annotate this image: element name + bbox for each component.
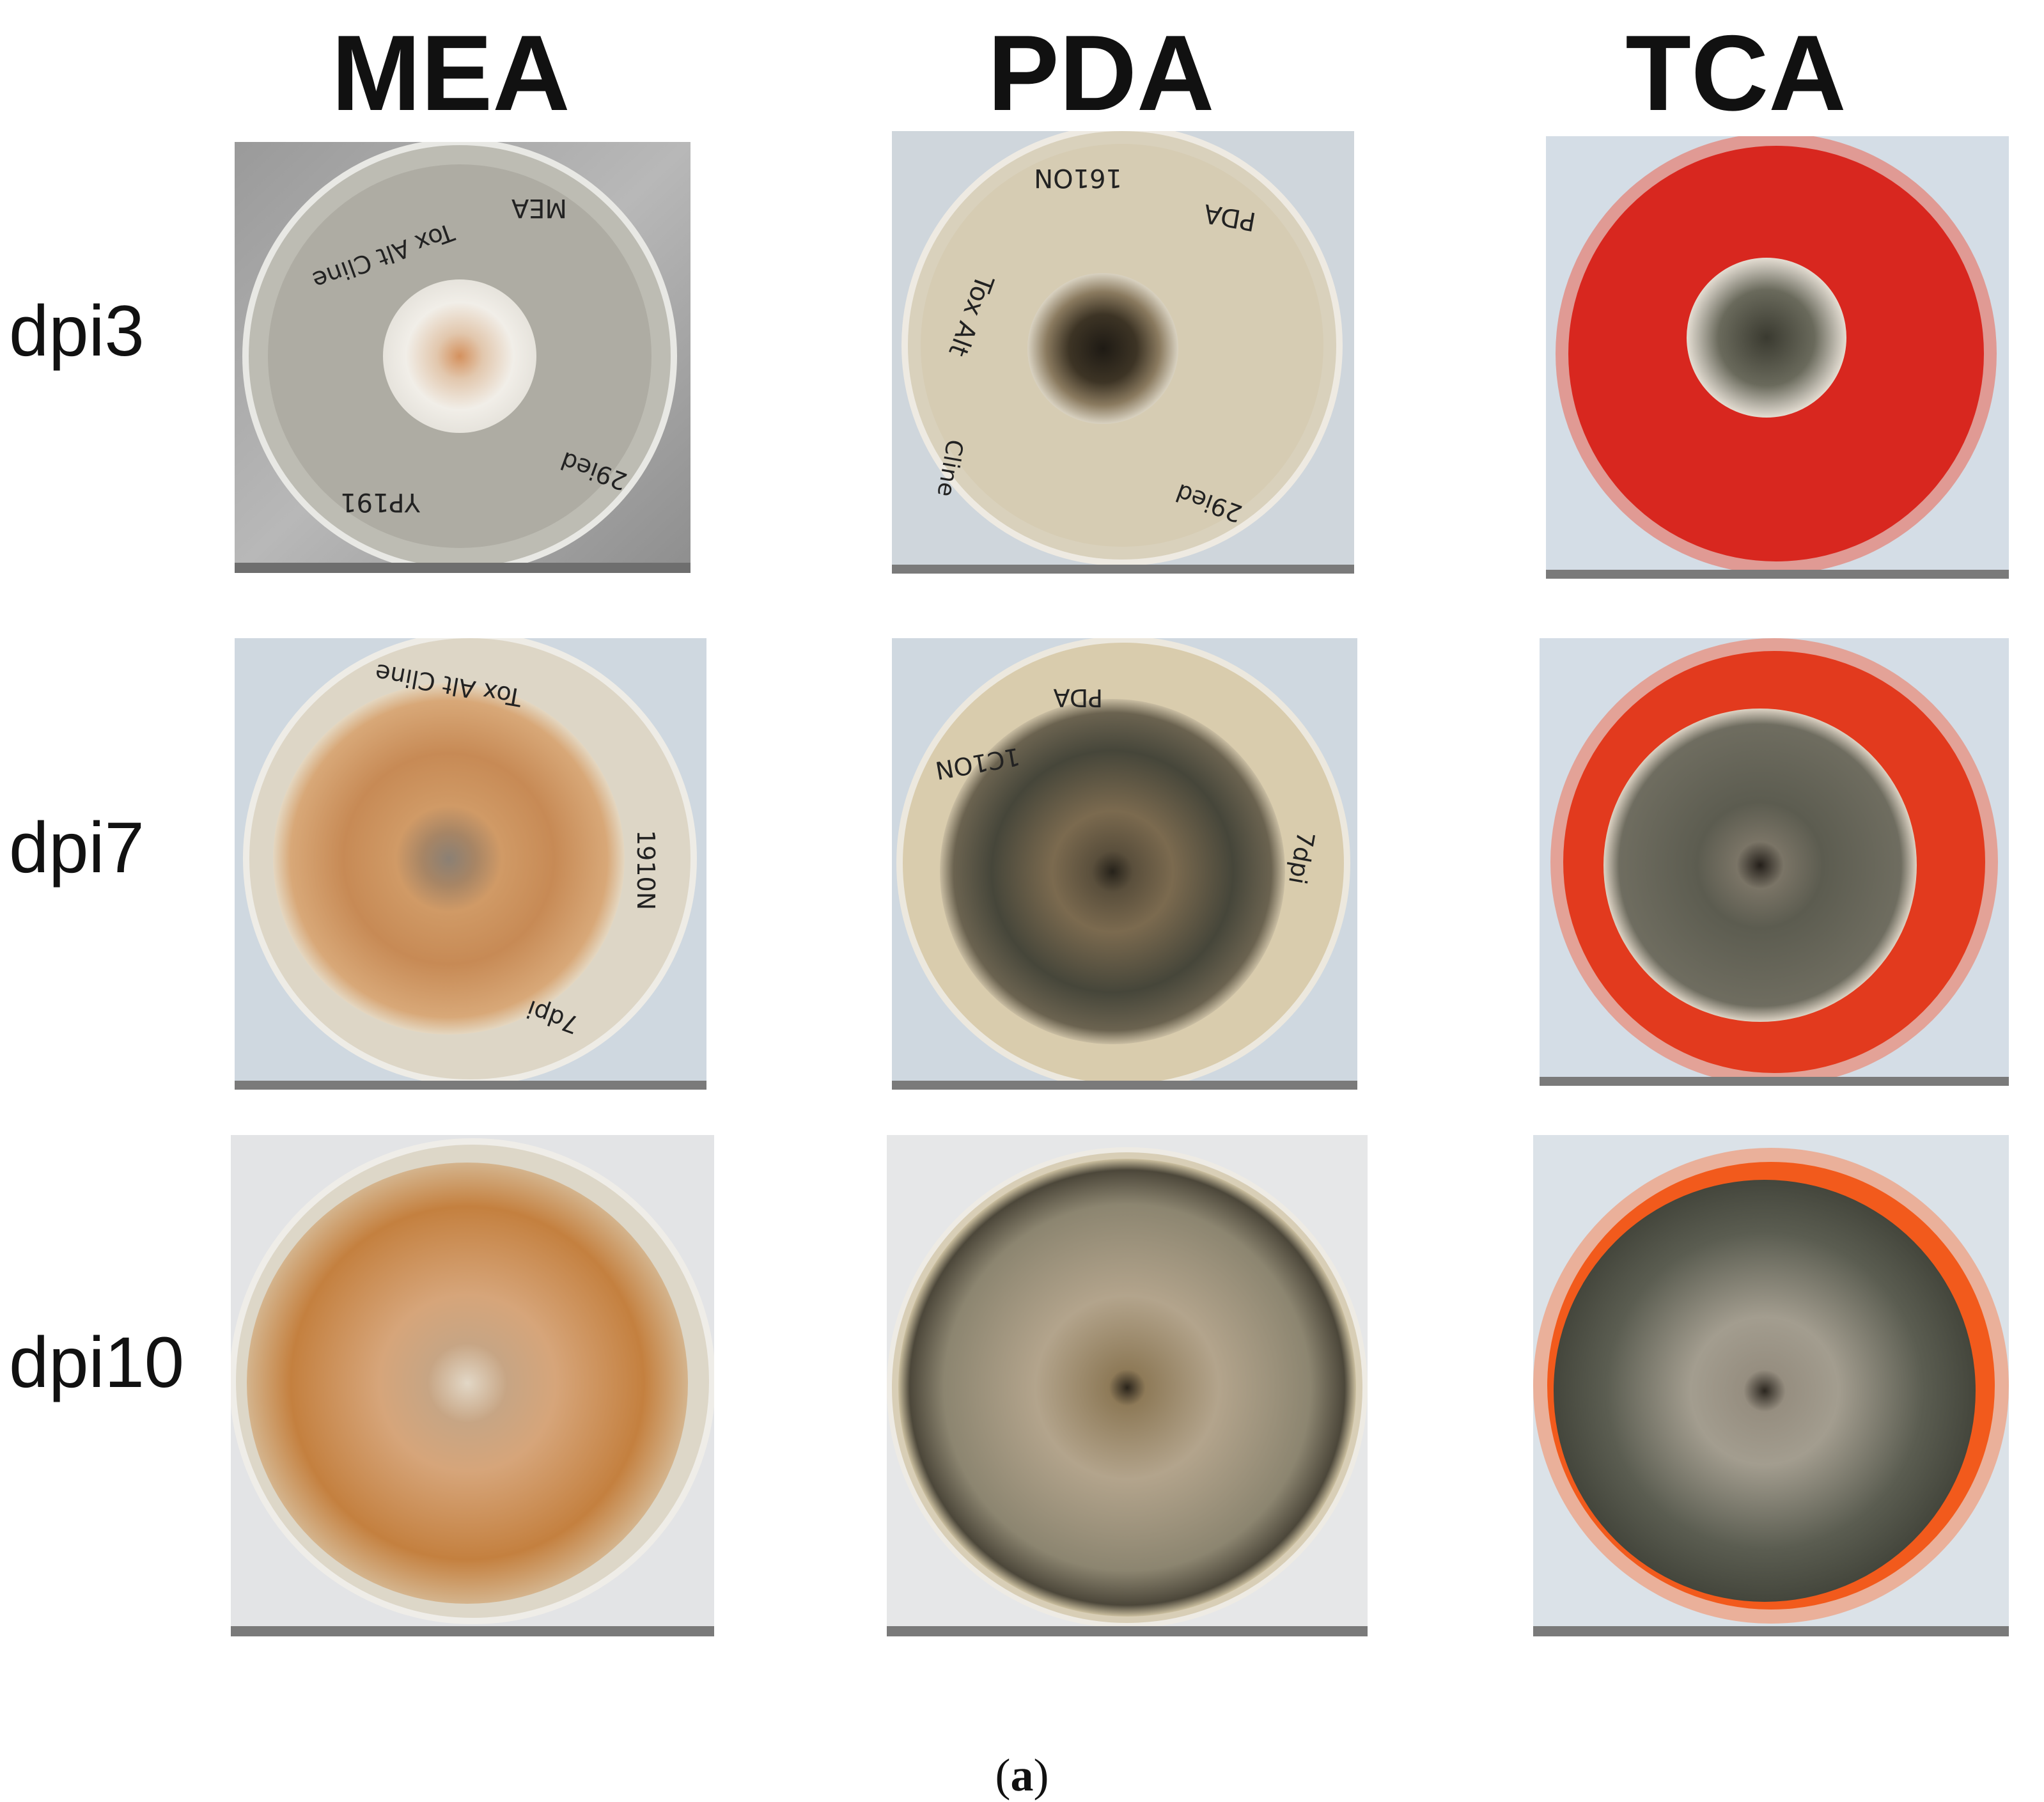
plate-photo-pda-dpi7: PDA 1C1ON 7dpi (892, 638, 1357, 1090)
plate-photo-tca-dpi10 (1533, 1135, 2009, 1636)
figure-caption: (a) (0, 1749, 2044, 1802)
plate-photo-pda-dpi10 (887, 1135, 1368, 1636)
caption-open: ( (995, 1750, 1011, 1801)
plate-photo-mea-dpi7: Tox Alt Cline 1910N 7dpi (235, 638, 706, 1090)
plate-handwriting: YP191 (340, 487, 421, 517)
plate-photo-pda-dpi3: 161ON PDA Tox Alt 29ied Cline (892, 131, 1354, 574)
plate-handwriting: PDA (1053, 684, 1103, 712)
column-title-pda: PDA (987, 13, 1215, 133)
column-title-mea: MEA (331, 13, 570, 133)
plate-handwriting: 1910N (632, 830, 660, 910)
plate-photo-tca-dpi3 (1546, 136, 2009, 579)
plate-photo-mea-dpi10 (231, 1135, 714, 1636)
caption-letter: a (1010, 1750, 1034, 1801)
plate-photo-mea-dpi3: MEA Tox Alt Cline YP191 29ied (235, 142, 690, 573)
plate-handwriting: MEA (511, 193, 567, 223)
row-label-dpi7: dpi7 (9, 808, 144, 888)
row-label-dpi3: dpi3 (9, 291, 144, 371)
plate-handwriting: 161ON (1034, 163, 1122, 192)
plate-photo-tca-dpi7 (1540, 638, 2009, 1086)
caption-close: ) (1033, 1750, 1049, 1801)
row-label-dpi10: dpi10 (9, 1322, 185, 1402)
column-title-tca: TCA (1625, 13, 1846, 133)
